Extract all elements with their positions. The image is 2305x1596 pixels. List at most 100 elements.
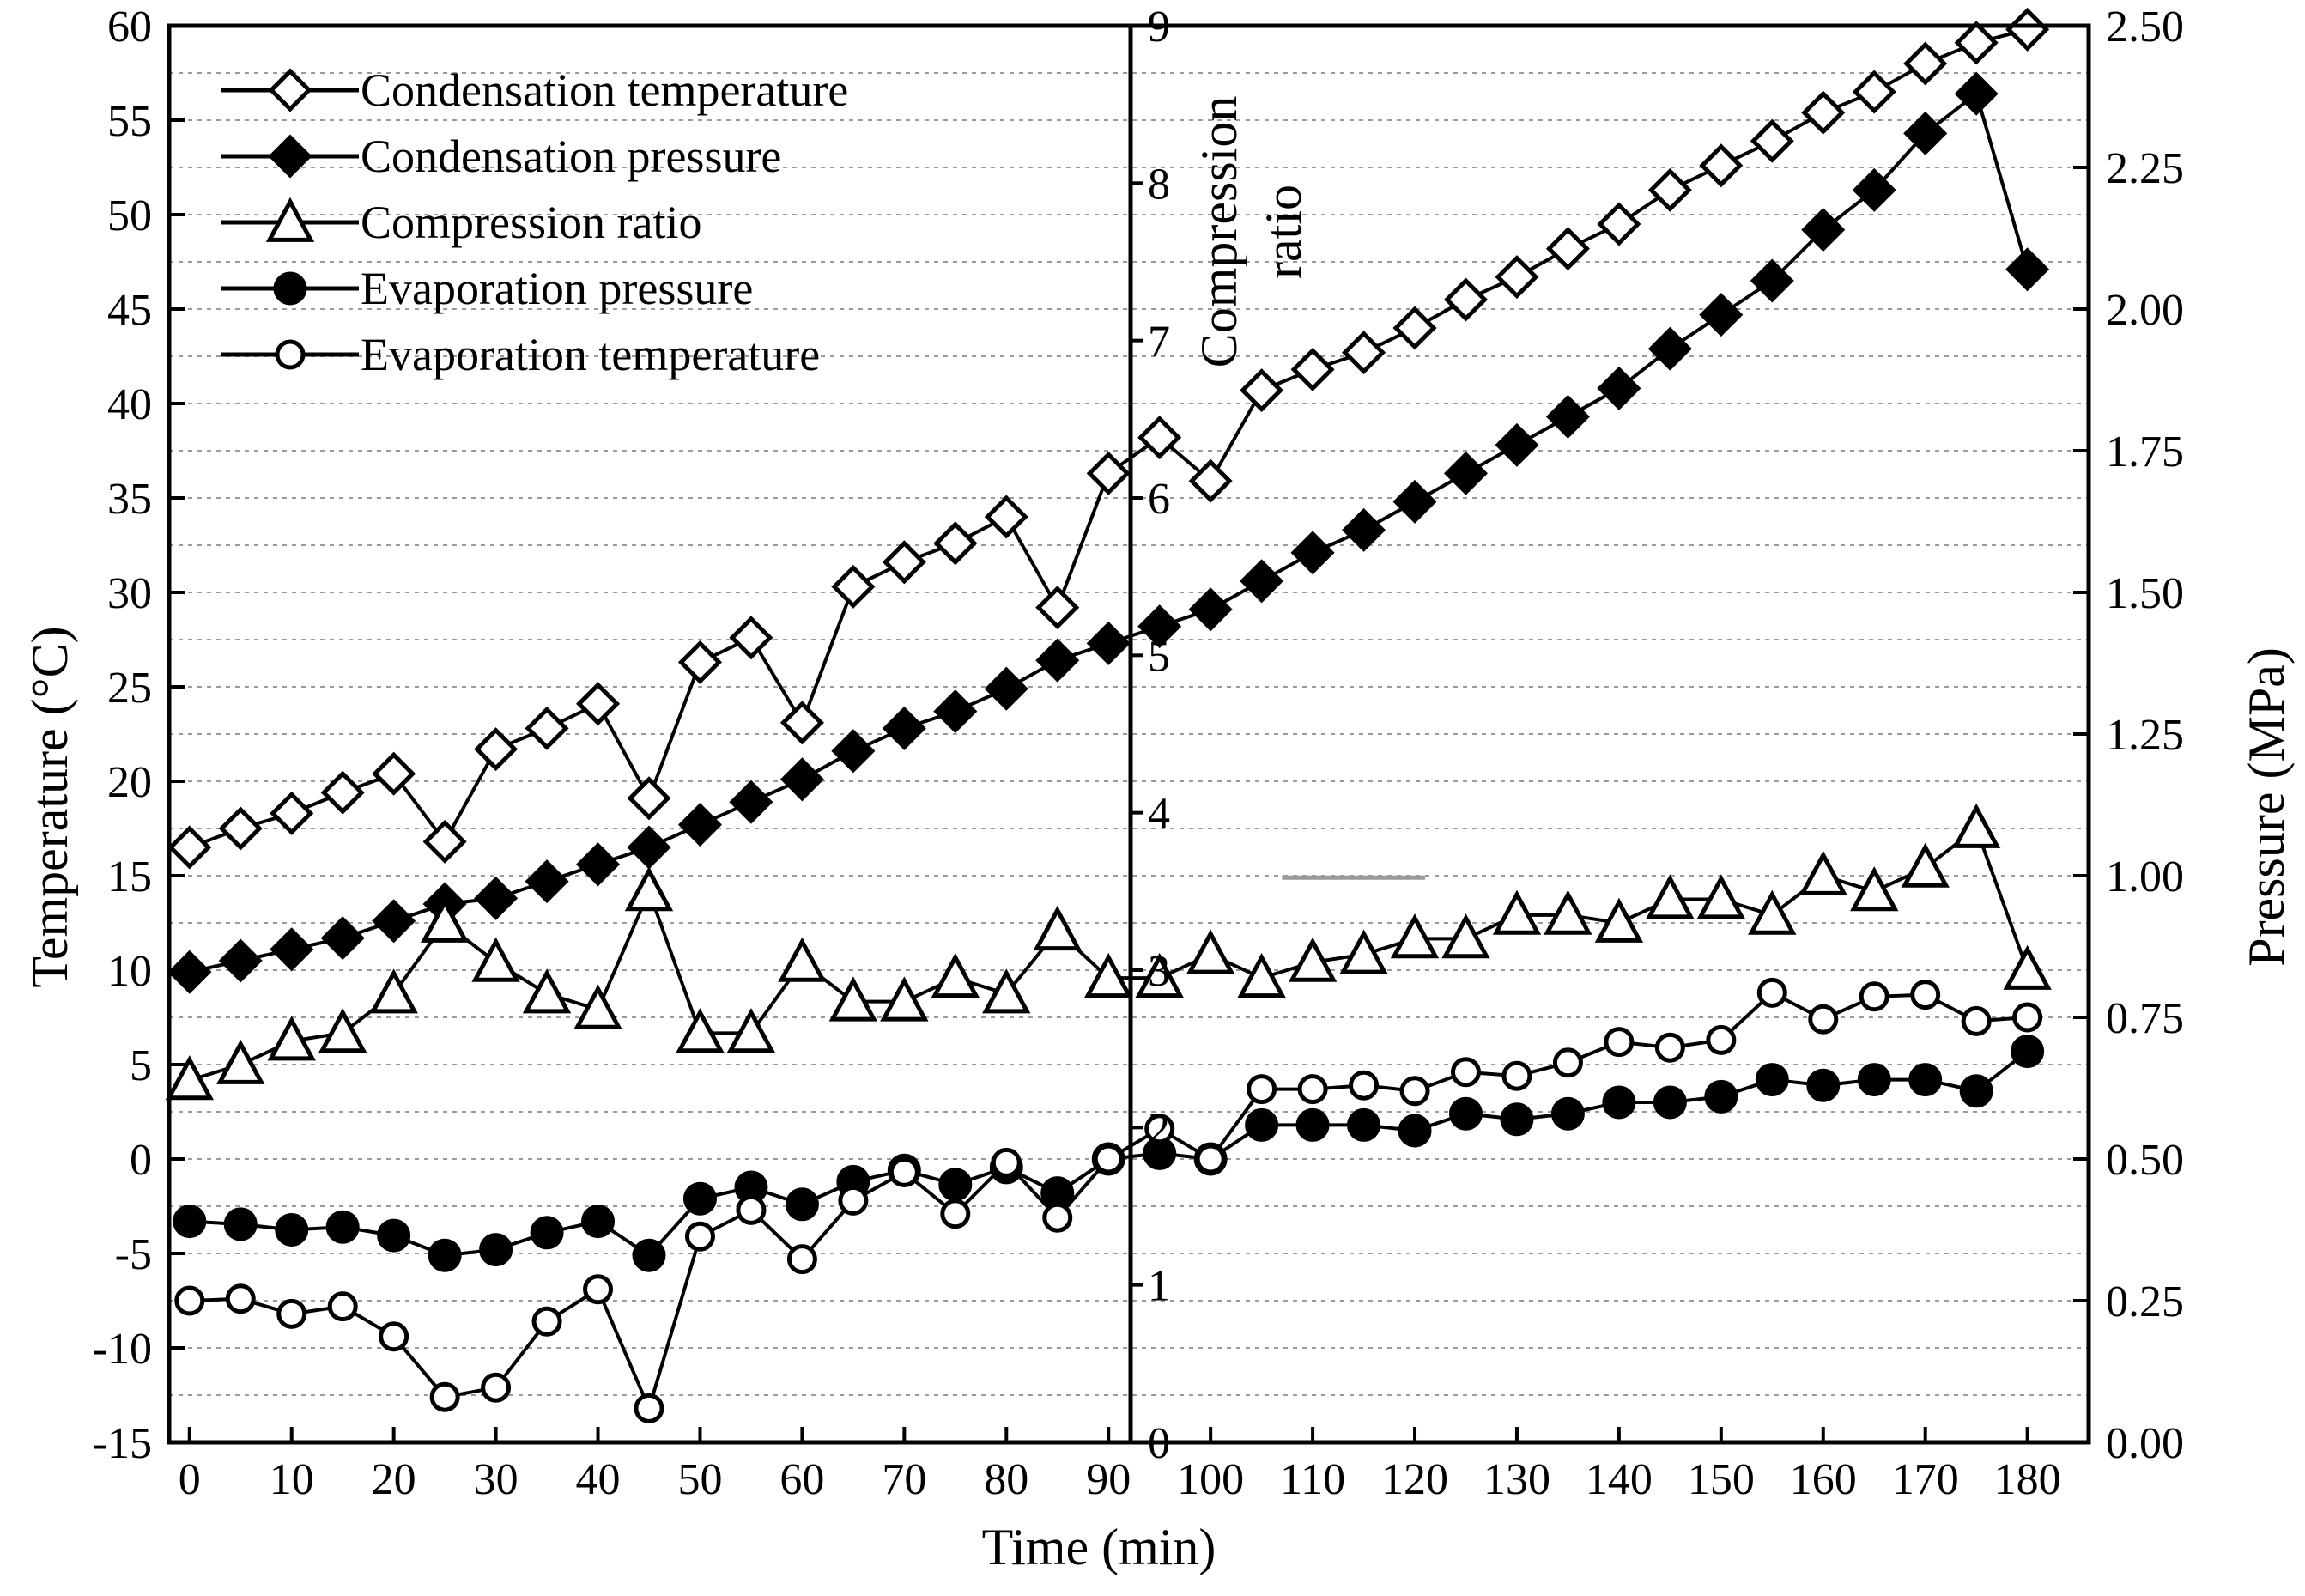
compression-ratio-point — [216, 1039, 265, 1084]
y-left-tick-label: 30 — [107, 569, 152, 618]
evaporation-pressure-point — [1857, 1063, 1891, 1097]
evaporation-pressure-point — [377, 1218, 411, 1253]
evaporation-pressure-point — [1959, 1074, 1993, 1108]
condensation-pressure-point — [1188, 587, 1233, 632]
condensation-pressure-point — [1495, 422, 1539, 467]
evaporation-temperature-line — [189, 990, 2028, 1414]
condensation-temperature-point — [729, 616, 773, 660]
evaporation-temperature-point — [786, 1244, 817, 1275]
evaporation-pressure-point — [1550, 1096, 1585, 1131]
condensation-temperature-point — [1495, 255, 1539, 300]
x-tick-label: 160 — [1790, 1455, 1857, 1504]
condensation-temperature-point — [525, 706, 569, 750]
condensation-temperature-point — [422, 819, 467, 864]
evaporation-pressure-point — [530, 1216, 564, 1250]
y-right-tick-label: 2.25 — [2106, 144, 2184, 193]
evaporation-temperature-point — [327, 1291, 358, 1322]
condensation-temperature-point — [1750, 118, 1794, 163]
x-tick-label: 90 — [1086, 1455, 1131, 1504]
legend-marker-compression-ratio — [265, 197, 315, 242]
evaporation-pressure-point — [938, 1168, 973, 1202]
evaporation-temperature-point — [1093, 1144, 1124, 1174]
legend-marker-evaporation-temperature — [275, 339, 306, 370]
condensation-temperature-point — [167, 825, 212, 870]
condensation-pressure-point — [779, 757, 824, 802]
evaporation-pressure-point — [173, 1205, 207, 1239]
y-left-tick-label: 45 — [107, 286, 152, 335]
evaporation-temperature-point — [225, 1283, 256, 1314]
evaporation-pressure-point — [1806, 1068, 1841, 1102]
condensation-temperature-point — [984, 495, 1028, 539]
condensation-temperature-point — [2005, 7, 2050, 52]
compression-ratio-point — [1696, 874, 1746, 919]
x-tick-label: 110 — [1280, 1455, 1345, 1504]
y-right-tick-label: 0.25 — [2106, 1277, 2184, 1326]
condensation-temperature-point — [882, 540, 926, 585]
evaporation-temperature-point — [1144, 1114, 1175, 1144]
condensation-temperature-point — [1545, 227, 1590, 271]
x-tick-label: 140 — [1586, 1455, 1653, 1504]
x-tick-label: 20 — [372, 1455, 416, 1504]
compression-ratio-point — [369, 968, 418, 1014]
y-right-tick-label: 0.75 — [2106, 994, 2184, 1043]
evaporation-pressure-point — [1908, 1063, 1943, 1097]
y-middle-tick-label: 6 — [1148, 475, 1170, 524]
compression-ratio-point — [828, 976, 878, 1022]
evaporation-pressure-point — [581, 1205, 616, 1239]
condensation-temperature-point — [1342, 331, 1386, 375]
x-tick-label: 120 — [1381, 1455, 1448, 1504]
condensation-pressure-point — [1954, 71, 1999, 116]
condensation-pressure-point — [320, 916, 365, 961]
x-tick-label: 180 — [1994, 1455, 2061, 1504]
y-left-tick-label: 35 — [107, 475, 152, 524]
compression-ratio-point — [1390, 913, 1440, 959]
condensation-pressure-point — [1545, 394, 1590, 439]
condensation-pressure-point — [1290, 531, 1335, 575]
condensation-pressure-point — [1597, 366, 1641, 410]
x-tick-label: 10 — [270, 1455, 314, 1504]
y-middle-tick-label: 0 — [1148, 1419, 1170, 1468]
evaporation-pressure-point — [325, 1210, 360, 1244]
condensation-pressure-point — [1750, 258, 1794, 303]
evaporation-pressure-point — [1653, 1085, 1687, 1120]
condensation-temperature-point — [575, 682, 621, 726]
condensation-temperature-point — [1240, 368, 1284, 413]
legend-label-evaporation-pressure: Evaporation pressure — [361, 263, 753, 314]
compression-ratio-point — [318, 1008, 367, 1053]
compression-ratio-point — [1441, 913, 1490, 959]
axes: 0 10 20 30 40 50 60 70 80 90 100 110 120 130 140 150 160… — [93, 3, 2184, 1504]
evaporation-temperature-point — [940, 1199, 971, 1229]
compression-ratio-point — [1799, 850, 1847, 895]
condensation-temperature-point — [677, 640, 723, 684]
condensation-temperature-point — [1647, 167, 1692, 212]
compression-ratio-point — [1544, 889, 1592, 935]
y-middle-tick-label: 2 — [1148, 1104, 1170, 1153]
legend-marker-condensation-pressure — [268, 134, 312, 179]
condensation-pressure-point — [218, 938, 263, 983]
y-left-tick-label: 50 — [107, 191, 152, 240]
condensation-pressure-point — [1137, 604, 1182, 649]
compression-ratio-point — [1084, 952, 1133, 998]
compression-ratio-point — [1646, 874, 1695, 919]
evaporation-pressure-point — [223, 1207, 258, 1241]
condensation-pressure-point — [1342, 507, 1386, 552]
evaporation-pressure-point — [1500, 1102, 1534, 1137]
y-left-tick-label: 25 — [107, 664, 152, 713]
legend: Condensation temperature Condensation pre… — [221, 64, 848, 380]
y-left-tick-label: 20 — [107, 758, 152, 807]
condensation-pressure-point — [1240, 559, 1284, 604]
y-middle-tick-label: 4 — [1148, 790, 1170, 839]
compression-ratio-point — [1594, 897, 1644, 943]
condensation-temperature-point — [1443, 277, 1489, 322]
compression-ratio-point — [880, 976, 929, 1022]
condensation-pressure-point — [2005, 247, 2050, 292]
x-tick-label: 0 — [179, 1455, 201, 1504]
evaporation-pressure-point — [785, 1187, 819, 1222]
compression-ratio-point — [471, 937, 520, 982]
evaporation-temperature-point — [1552, 1047, 1583, 1078]
compression-ratio-point — [1186, 929, 1235, 974]
condensation-temperature-point — [372, 751, 416, 796]
y-right-tick-label: 0.50 — [2106, 1136, 2184, 1185]
condensation-temperature-point — [831, 564, 876, 609]
